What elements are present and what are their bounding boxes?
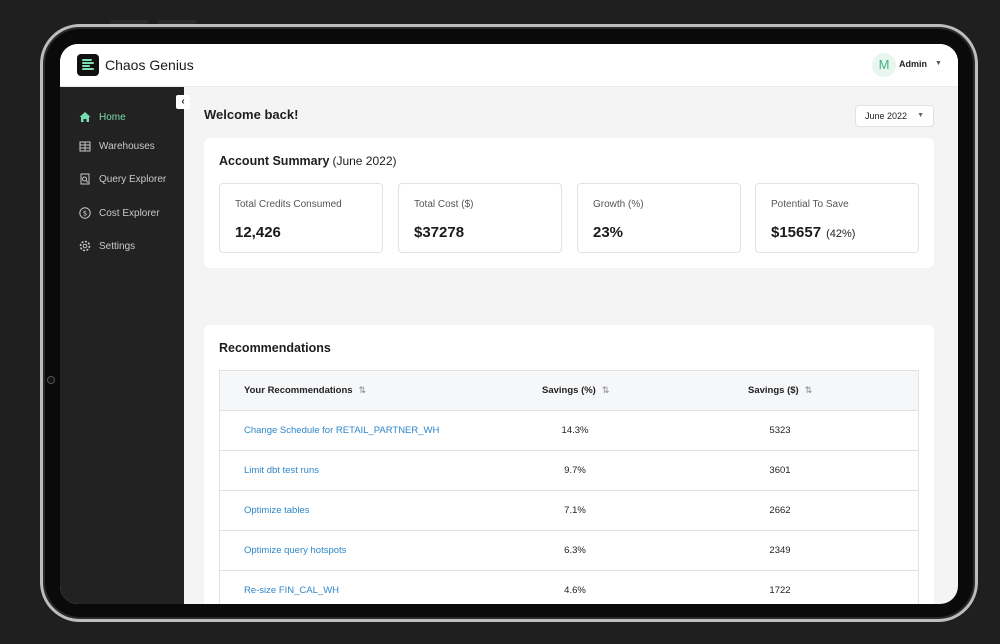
sidebar-item-label: Cost Explorer xyxy=(99,207,160,219)
table-row: Optimize tables 7.1% 2662 xyxy=(220,491,918,531)
collapse-sidebar-button[interactable]: ‹ xyxy=(176,95,190,109)
recommendation-link[interactable]: Optimize query hotspots xyxy=(244,545,347,556)
stat-total-cost: Total Cost ($) $37278 xyxy=(398,183,562,253)
main-content: Welcome back! June 2022 ▼ Account Summar… xyxy=(184,87,958,604)
savings-usd-value: 2349 xyxy=(769,545,791,556)
stat-label: Potential To Save xyxy=(771,199,849,210)
stat-value: $15657 (42%) xyxy=(771,224,855,241)
user-name[interactable]: Admin xyxy=(899,59,927,69)
dollar-icon: $ xyxy=(79,207,91,219)
sidebar-item-label: Query Explorer xyxy=(99,173,167,185)
account-summary-heading: Account Summary xyxy=(219,154,330,168)
sidebar-item-cost-explorer[interactable]: $ Cost Explorer xyxy=(78,205,160,221)
savings-usd-value: 2662 xyxy=(769,505,791,516)
app-screen: Chaos Genius M Admin ▼ Home Warehouses xyxy=(60,44,958,604)
column-header-recommendation[interactable]: Your Recommendations ⇅ xyxy=(244,385,366,396)
column-header-savings-pct[interactable]: Savings (%) ⇅ xyxy=(542,385,609,396)
savings-pct-value: 7.1% xyxy=(564,505,586,516)
sort-icon[interactable]: ⇅ xyxy=(804,385,813,395)
sort-icon[interactable]: ⇅ xyxy=(358,385,367,395)
sidebar-item-home[interactable]: Home xyxy=(78,109,126,125)
table-header: Your Recommendations ⇅ Savings (%) ⇅ Savin… xyxy=(220,371,918,411)
month-select[interactable]: June 2022 ▼ xyxy=(855,105,934,127)
stat-label: Total Credits Consumed xyxy=(235,199,342,210)
savings-pct-value: 9.7% xyxy=(564,465,586,476)
column-header-label: Savings ($) xyxy=(748,385,799,396)
column-header-label: Savings (%) xyxy=(542,385,596,396)
avatar[interactable]: M xyxy=(872,53,896,77)
sort-icon[interactable]: ⇅ xyxy=(601,385,610,395)
query-icon xyxy=(80,173,90,185)
chevron-down-icon: ▼ xyxy=(917,112,924,119)
savings-usd-value: 5323 xyxy=(769,425,791,436)
recommendation-link[interactable]: Optimize tables xyxy=(244,505,310,516)
warehouse-icon xyxy=(79,141,91,152)
svg-text:$: $ xyxy=(83,210,87,218)
app-logo-icon[interactable] xyxy=(77,54,99,76)
sidebar-item-label: Warehouses xyxy=(99,140,155,152)
stat-value-percent: (42%) xyxy=(826,228,856,240)
recommendations-title: Recommendations xyxy=(219,341,331,355)
brand-name: Chaos Genius xyxy=(105,57,194,73)
stat-value: $37278 xyxy=(414,224,465,241)
table-row: Optimize query hotspots 6.3% 2349 xyxy=(220,531,918,571)
sidebar: Home Warehouses Query Explorer $ xyxy=(60,87,184,604)
column-header-label: Your Recommendations xyxy=(244,385,353,396)
column-header-savings-usd[interactable]: Savings ($) ⇅ xyxy=(748,385,812,396)
stat-potential-to-save: Potential To Save $15657 (42%) xyxy=(755,183,919,253)
account-summary-title: Account Summary (June 2022) xyxy=(219,154,397,168)
camera-icon xyxy=(47,376,55,384)
device-top-button-2 xyxy=(158,20,196,24)
page-title: Welcome back! xyxy=(204,107,299,122)
account-summary-card: Account Summary (June 2022) Total Credits… xyxy=(204,138,934,268)
stat-total-credits: Total Credits Consumed 12,426 xyxy=(219,183,383,253)
savings-pct-value: 4.6% xyxy=(564,585,586,596)
sidebar-item-label: Home xyxy=(99,111,126,123)
account-summary-period: (June 2022) xyxy=(332,154,397,168)
savings-usd-value: 1722 xyxy=(769,585,791,596)
sidebar-item-query-explorer[interactable]: Query Explorer xyxy=(78,171,166,187)
recommendation-link[interactable]: Re-size FIN_CAL_WH xyxy=(244,585,340,596)
recommendation-link[interactable]: Change Schedule for RETAIL_PARTNER_WH xyxy=(244,425,440,436)
savings-usd-value: 3601 xyxy=(769,465,791,476)
table-row: Change Schedule for RETAIL_PARTNER_WH 14… xyxy=(220,411,918,451)
stat-label: Growth (%) xyxy=(593,199,644,210)
table-row: Limit dbt test runs 9.7% 3601 xyxy=(220,451,918,491)
top-bar: Chaos Genius M Admin ▼ xyxy=(60,44,958,87)
chevron-down-icon[interactable]: ▼ xyxy=(935,60,942,67)
sidebar-item-label: Settings xyxy=(99,240,136,252)
month-select-value: June 2022 xyxy=(865,111,908,121)
sidebar-item-warehouses[interactable]: Warehouses xyxy=(78,138,155,154)
recommendation-link[interactable]: Limit dbt test runs xyxy=(244,465,319,476)
device-top-button-1 xyxy=(110,20,148,24)
gear-icon xyxy=(79,240,91,252)
stat-value: 12,426 xyxy=(235,224,281,241)
table-row: Re-size FIN_CAL_WH 4.6% 1722 xyxy=(220,571,918,604)
sidebar-item-settings[interactable]: Settings xyxy=(78,238,135,254)
stat-label: Total Cost ($) xyxy=(414,199,474,210)
savings-pct-value: 14.3% xyxy=(561,425,589,436)
home-icon xyxy=(79,112,91,122)
stat-value: 23% xyxy=(593,224,624,241)
recommendations-table: Your Recommendations ⇅ Savings (%) ⇅ Savin… xyxy=(219,370,919,604)
recommendations-card: Recommendations Your Recommendations ⇅ Sa… xyxy=(204,325,934,604)
stat-value-amount: $15657 xyxy=(771,224,822,241)
savings-pct-value: 6.3% xyxy=(564,545,586,556)
stat-growth: Growth (%) 23% xyxy=(577,183,741,253)
